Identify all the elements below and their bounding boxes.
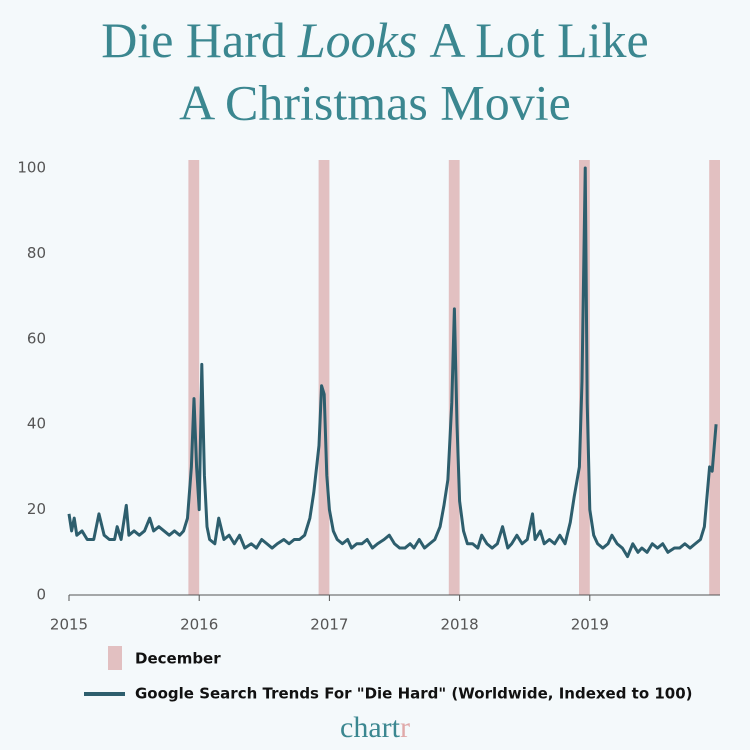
- x-tick-label: 2018: [441, 616, 479, 634]
- title-part: A Lot Like: [429, 12, 648, 68]
- legend-label: December: [135, 650, 221, 668]
- logo-part: chart: [340, 711, 401, 744]
- series-line: [67, 166, 718, 559]
- y-tick-label: 40: [27, 415, 46, 433]
- title-part: Die Hard: [101, 12, 286, 68]
- y-tick-label: 20: [27, 500, 46, 518]
- december-band: [448, 160, 460, 595]
- logo: chartr: [340, 711, 410, 744]
- december-band: [709, 160, 720, 595]
- x-tick-label: 2017: [310, 616, 348, 634]
- y-tick-label: 0: [36, 586, 46, 604]
- december-band: [578, 160, 590, 595]
- x-tick-label: 2016: [180, 616, 218, 634]
- x-tick-label: 2015: [50, 616, 88, 634]
- december-band: [318, 160, 330, 595]
- y-tick-label: 80: [27, 244, 46, 262]
- title-part: Looks: [297, 12, 417, 68]
- december-band: [188, 160, 200, 595]
- x-tick-label: 2019: [571, 616, 609, 634]
- chart-title: A Christmas Movie: [179, 74, 571, 130]
- legend-label: Google Search Trends For "Die Hard" (Wor…: [135, 685, 693, 703]
- chart-title: Die Hard Looks A Lot Like: [101, 12, 649, 68]
- legend-swatch: [108, 646, 122, 670]
- logo-part: r: [400, 711, 410, 744]
- y-tick-label: 60: [27, 329, 46, 347]
- y-tick-label: 100: [17, 159, 46, 177]
